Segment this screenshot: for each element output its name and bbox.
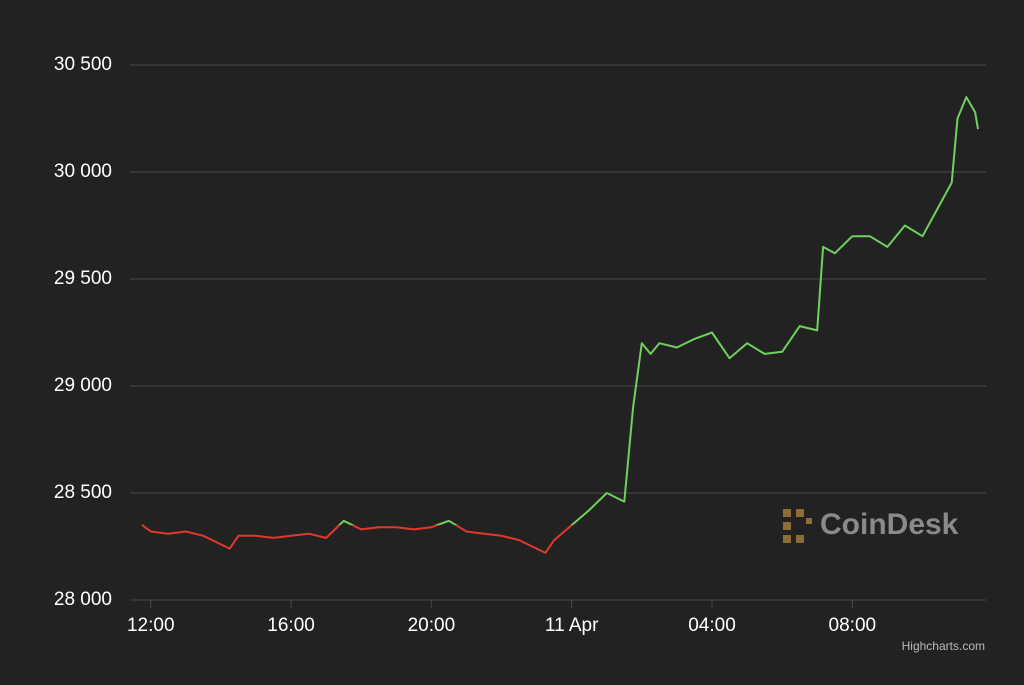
y-tick-label: 30 000 — [54, 161, 112, 182]
y-tick-label: 29 000 — [54, 375, 112, 396]
y-tick-label: 28 500 — [54, 482, 112, 503]
x-tick-label: 11 Apr — [545, 615, 599, 636]
x-tick-label: 04:00 — [688, 615, 736, 636]
y-tick-label: 29 500 — [54, 268, 112, 289]
y-tick-label: 30 500 — [54, 54, 112, 75]
watermark: CoinDesk — [820, 508, 959, 541]
x-tick-label: 08:00 — [829, 615, 877, 636]
x-tick-label: 16:00 — [267, 615, 315, 636]
y-tick-label: 28 000 — [54, 589, 112, 610]
price-line — [141, 96, 979, 554]
watermark-logo — [783, 509, 812, 543]
credits[interactable]: Highcharts.com — [902, 639, 985, 653]
x-tick-label: 12:00 — [127, 615, 175, 636]
x-tick-label: 20:00 — [408, 615, 456, 636]
